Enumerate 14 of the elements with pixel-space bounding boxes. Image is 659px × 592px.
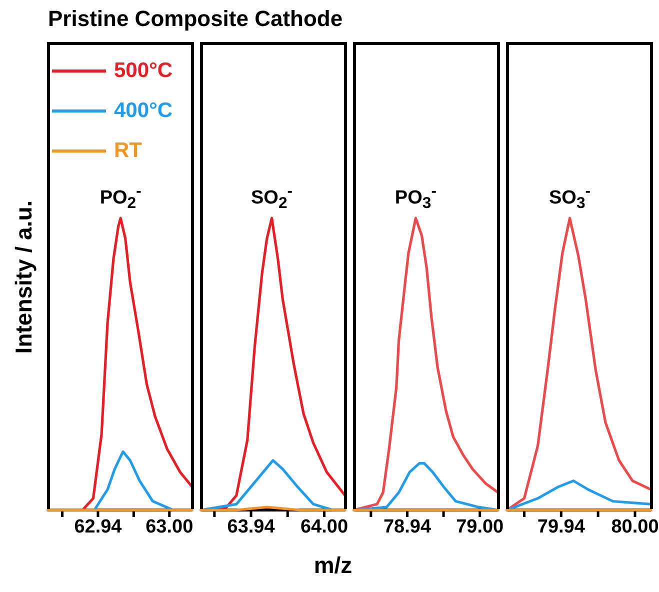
x-tick-label: 63.94	[227, 516, 276, 538]
x-tick-label: 63.00	[146, 516, 194, 538]
x-tick-label: 78.94	[383, 516, 432, 538]
x-axis-title: m/z	[314, 552, 352, 579]
chart-title: Pristine Composite Cathode	[48, 6, 343, 32]
legend-label: 500°C	[114, 59, 173, 83]
x-tick-label: 79.94	[537, 516, 586, 538]
x-tick-label: 80.00	[611, 516, 659, 538]
x-tick-label: 64.00	[300, 516, 348, 538]
x-tick-label: 62.94	[74, 516, 122, 538]
legend-label: 400°C	[114, 99, 173, 123]
legend-label: RT	[114, 139, 142, 163]
y-axis-title: Intensity / a.u.	[10, 200, 38, 354]
x-tick-label: 79.00	[456, 516, 504, 538]
